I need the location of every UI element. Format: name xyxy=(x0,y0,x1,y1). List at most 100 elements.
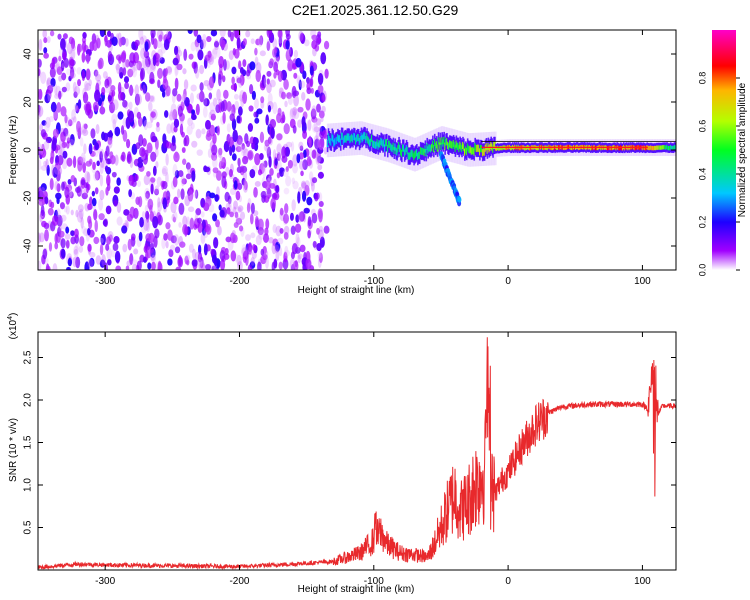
noise-blob xyxy=(283,79,289,90)
noise-blob xyxy=(65,133,71,141)
noise-blob xyxy=(75,209,79,218)
signal-core xyxy=(337,133,339,142)
signal-core xyxy=(554,146,556,151)
signal-core xyxy=(600,146,602,151)
noise-blob xyxy=(324,68,329,79)
noise-blob xyxy=(297,119,303,128)
noise-blob xyxy=(84,261,90,270)
noise-blob xyxy=(208,92,213,100)
noise-blob xyxy=(75,186,81,194)
noise-blob xyxy=(157,197,161,208)
noise-blob xyxy=(122,67,127,76)
noise-blob xyxy=(258,229,265,240)
noise-blob xyxy=(317,84,324,94)
noise-blob xyxy=(42,248,48,260)
noise-blob xyxy=(112,118,117,131)
noise-blob xyxy=(60,106,67,117)
noise-blob xyxy=(163,74,167,84)
noise-blob xyxy=(229,211,235,218)
signal-core xyxy=(423,149,426,157)
noise-blob xyxy=(212,213,218,222)
noise-blob xyxy=(62,33,68,40)
noise-blob xyxy=(76,210,83,223)
noise-blob xyxy=(304,180,310,189)
noise-blob xyxy=(150,111,156,118)
signal-core xyxy=(615,146,618,151)
signal-core xyxy=(496,146,498,151)
signal-core xyxy=(439,137,442,145)
signal-core xyxy=(483,148,486,156)
signal-core xyxy=(648,145,650,151)
noise-blob xyxy=(239,211,246,220)
noise-blob xyxy=(101,254,106,267)
noise-blob xyxy=(292,110,297,120)
noise-blob xyxy=(102,219,108,227)
noise-blob xyxy=(247,264,253,270)
noise-blob xyxy=(263,77,268,87)
noise-blob xyxy=(106,30,112,37)
signal-core xyxy=(619,146,621,151)
noise-blob xyxy=(200,38,207,49)
noise-blob xyxy=(99,162,104,175)
noise-blob xyxy=(70,48,76,60)
noise-blob xyxy=(98,198,104,211)
noise-blob xyxy=(58,55,62,62)
noise-blob xyxy=(104,165,109,173)
noise-blob xyxy=(241,247,248,258)
noise-blob xyxy=(172,216,177,223)
noise-blob xyxy=(145,233,152,242)
noise-blob xyxy=(264,227,269,236)
noise-blob xyxy=(229,145,233,157)
x-tick-label: -300 xyxy=(95,276,115,287)
signal-core xyxy=(328,136,331,144)
noise-blob xyxy=(218,204,222,211)
noise-blob xyxy=(167,229,173,241)
signal-core xyxy=(384,144,386,152)
noise-blob xyxy=(57,154,64,166)
noise-blob xyxy=(217,225,222,236)
noise-blob xyxy=(177,256,184,268)
signal-core xyxy=(641,145,644,151)
noise-blob xyxy=(101,87,106,96)
signal-core xyxy=(495,146,497,151)
noise-blob xyxy=(95,123,100,135)
noise-blob xyxy=(206,59,211,69)
noise-blob xyxy=(77,78,82,87)
snr-series-line xyxy=(38,337,676,570)
noise-blob xyxy=(160,31,164,40)
noise-blob xyxy=(195,68,200,79)
noise-blob xyxy=(50,150,55,161)
noise-blob xyxy=(309,65,314,76)
noise-blob xyxy=(47,84,54,94)
signal-core xyxy=(486,146,489,154)
noise-blob xyxy=(289,46,293,58)
noise-blob xyxy=(285,141,293,148)
noise-blob xyxy=(274,241,281,252)
noise-blob xyxy=(199,82,204,92)
noise-blob xyxy=(229,113,235,122)
noise-blob xyxy=(274,158,278,166)
signal-core xyxy=(388,140,391,149)
noise-blob xyxy=(235,216,241,225)
noise-blob xyxy=(40,204,45,217)
noise-blob xyxy=(229,232,236,244)
noise-blob xyxy=(218,73,222,87)
noise-blob xyxy=(191,140,198,148)
noise-blob xyxy=(172,88,178,97)
noise-blob xyxy=(307,229,311,239)
x-tick-label: -100 xyxy=(364,576,384,587)
noise-blob xyxy=(283,251,288,263)
noise-blob xyxy=(118,56,122,64)
noise-blob xyxy=(157,260,162,270)
noise-blob xyxy=(46,164,50,176)
noise-blob xyxy=(94,142,99,151)
x-tick-label: 100 xyxy=(634,276,651,287)
noise-blob xyxy=(104,150,108,161)
noise-blob xyxy=(131,65,136,73)
signal-core xyxy=(428,144,430,152)
signal-core xyxy=(455,140,458,148)
noise-blob xyxy=(129,156,134,168)
signal-core xyxy=(413,153,415,161)
noise-blob xyxy=(279,228,284,234)
noise-blob xyxy=(319,131,324,139)
